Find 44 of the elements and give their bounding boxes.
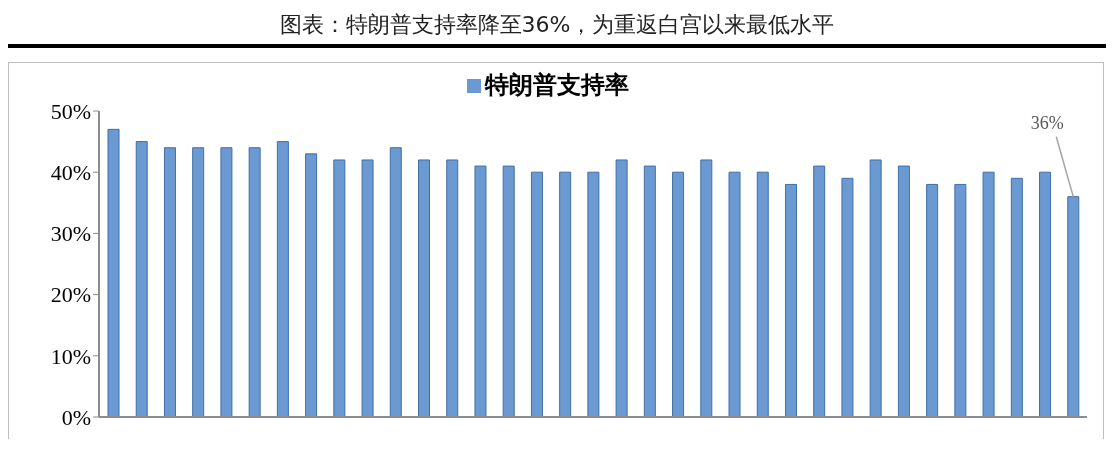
bar <box>502 165 515 417</box>
bar <box>248 147 261 417</box>
bar <box>389 147 402 417</box>
bar <box>530 171 543 417</box>
bar <box>954 183 967 417</box>
bar <box>361 159 374 417</box>
bar <box>559 171 572 417</box>
bar <box>1039 171 1052 417</box>
bar <box>135 141 148 417</box>
data-label: 36% <box>1030 112 1064 133</box>
bar <box>615 159 628 417</box>
y-tick-label: 40% <box>50 160 91 186</box>
y-tick-label: 30% <box>50 221 91 247</box>
y-tick-label: 10% <box>50 343 91 369</box>
legend-label: 特朗普支持率 <box>485 71 629 99</box>
bar <box>982 171 995 417</box>
y-tick-label: 50% <box>50 98 91 124</box>
bar <box>276 141 289 417</box>
bar <box>784 183 797 417</box>
bar <box>813 165 826 417</box>
bar <box>1010 177 1023 417</box>
bar <box>107 128 120 417</box>
bar <box>643 165 656 417</box>
bar <box>869 159 882 417</box>
bar <box>728 171 741 417</box>
bar <box>163 147 176 417</box>
bar <box>333 159 346 417</box>
bar <box>926 183 939 417</box>
bar <box>841 177 854 417</box>
bar <box>700 159 713 417</box>
bar <box>220 147 233 417</box>
bar <box>897 165 910 417</box>
bar <box>756 171 769 417</box>
bar <box>305 153 318 417</box>
y-tick-label: 0% <box>61 404 91 430</box>
bar <box>672 171 685 417</box>
bar <box>192 147 205 417</box>
bar <box>446 159 459 417</box>
bar <box>418 159 431 417</box>
bar <box>1067 196 1080 417</box>
bar <box>474 165 487 417</box>
chart-title: 图表：特朗普支持率降至36%，为重返白宫以来最低水平 <box>8 8 1106 48</box>
y-tick-label: 20% <box>50 282 91 308</box>
bar <box>587 171 600 417</box>
